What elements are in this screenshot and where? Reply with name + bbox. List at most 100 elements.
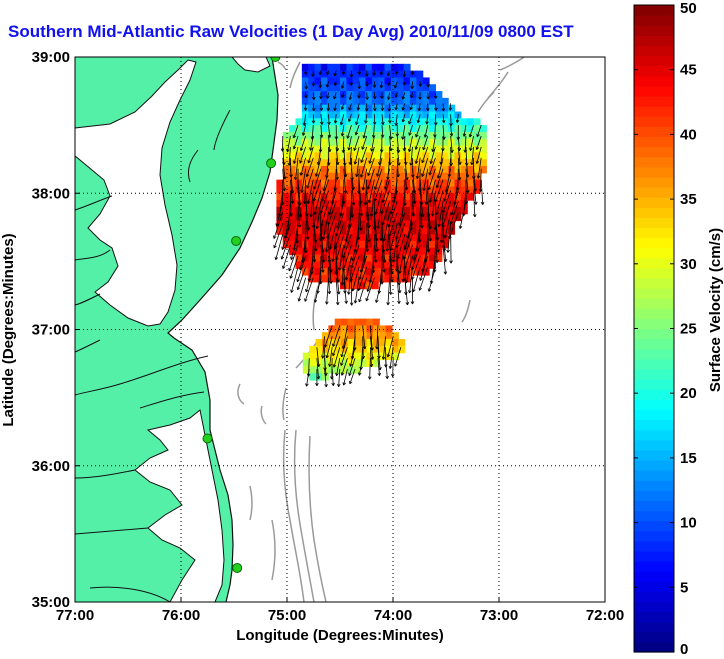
velocity-arrow-head	[373, 108, 376, 111]
velocity-arrow-head	[304, 95, 307, 99]
velocity-arrow	[341, 336, 348, 358]
velocity-arrow-head	[355, 132, 359, 136]
velocity-cell	[301, 138, 309, 147]
velocity-arrow-head	[375, 299, 377, 303]
velocity-cell	[365, 240, 373, 249]
velocity-arrow	[348, 103, 352, 111]
velocity-arrow-head	[300, 172, 304, 176]
velocity-arrow-head	[444, 189, 447, 193]
velocity-cell	[422, 206, 430, 215]
velocity-cell	[314, 268, 322, 276]
velocity-cell	[365, 111, 373, 119]
velocity-arrow	[399, 244, 406, 274]
velocity-arrow-head	[359, 86, 362, 90]
velocity-arrow	[473, 168, 476, 192]
velocity-cell	[302, 359, 310, 367]
velocity-arrow-head	[330, 280, 333, 284]
velocity-arrow-head	[366, 83, 369, 87]
velocity-cell	[327, 77, 335, 85]
velocity-cell	[359, 97, 367, 106]
velocity-arrow	[469, 135, 474, 151]
velocity-arrow-head	[322, 269, 325, 273]
velocity-arrow	[389, 125, 392, 140]
velocity-arrow-head	[443, 108, 446, 112]
velocity-cell	[467, 125, 475, 133]
velocity-cell	[416, 77, 424, 85]
velocity-arrow	[364, 179, 368, 206]
velocity-cell	[390, 220, 398, 228]
velocity-arrow	[335, 255, 339, 283]
velocity-arrow-head	[419, 239, 422, 243]
velocity-cell	[327, 193, 335, 201]
velocity-arrow-head	[358, 95, 361, 99]
velocity-arrow	[343, 146, 346, 166]
colorbar-block	[634, 439, 674, 451]
velocity-arrow	[331, 179, 337, 205]
velocity-cell	[454, 200, 462, 208]
velocity-cell	[340, 281, 347, 290]
velocity-cell	[340, 91, 347, 99]
velocity-arrow	[326, 277, 329, 305]
velocity-arrow-head	[343, 245, 347, 249]
velocity-cell	[320, 220, 328, 228]
velocity-arrow	[354, 277, 360, 304]
velocity-arrow	[341, 81, 345, 89]
velocity-arrow	[319, 212, 322, 241]
velocity-cell	[340, 84, 347, 92]
velocity-arrow-head	[308, 227, 311, 231]
velocity-arrow	[334, 70, 337, 77]
velocity-cell	[378, 234, 386, 242]
velocity-arrow	[424, 125, 429, 138]
velocity-arrow	[284, 212, 291, 239]
velocity-arrow-head	[426, 96, 429, 100]
velocity-arrow-head	[283, 187, 286, 192]
velocity-cell	[479, 159, 487, 167]
velocity-arrow-head	[380, 95, 383, 99]
velocity-cell	[333, 234, 341, 242]
velocity-arrow-head	[351, 258, 355, 262]
velocity-cell	[359, 281, 367, 290]
velocity-arrow-head	[366, 288, 368, 292]
velocity-cell	[320, 145, 328, 153]
velocity-cell	[328, 332, 336, 340]
velocity-arrow-head	[311, 83, 314, 87]
velocity-arrow-head	[477, 175, 481, 179]
velocity-cell	[340, 63, 347, 72]
velocity-arrow-head	[281, 256, 285, 260]
velocity-arrow-head	[390, 136, 393, 140]
colorbar-block	[634, 166, 674, 178]
velocity-cell	[435, 131, 443, 140]
velocity-cell	[346, 186, 354, 194]
velocity-arrow-head	[374, 211, 376, 215]
velocity-cell	[422, 166, 430, 174]
velocity-arrow	[404, 244, 413, 269]
velocity-arrow-head	[332, 382, 335, 386]
velocity-arrow	[408, 114, 413, 125]
velocity-cell	[352, 63, 360, 72]
velocity-cell	[390, 104, 398, 113]
velocity-arrow-head	[389, 120, 392, 124]
velocity-arrow-head	[351, 302, 354, 306]
velocity-arrow-head	[305, 288, 307, 293]
velocity-arrow-head	[394, 94, 397, 98]
velocity-cell	[397, 152, 405, 160]
velocity-arrow-head	[367, 239, 370, 243]
velocity-cell	[435, 145, 443, 153]
velocity-arrow-head	[407, 148, 410, 152]
velocity-cell	[441, 111, 449, 119]
velocity-arrow-head	[313, 198, 317, 202]
velocity-cell	[308, 193, 316, 201]
velocity-cell	[403, 118, 411, 126]
velocity-arrow	[332, 234, 337, 262]
velocity-cell	[390, 125, 398, 133]
velocity-arrow	[308, 255, 314, 282]
velocity-cell	[397, 213, 405, 222]
velocity-cell	[448, 111, 456, 119]
velocity-arrow-head	[363, 135, 366, 139]
velocity-arrow-head	[394, 363, 396, 367]
velocity-arrow	[421, 157, 429, 177]
velocity-arrow-head	[344, 162, 347, 166]
velocity-arrow-head	[402, 147, 405, 152]
velocity-arrow-head	[467, 190, 470, 194]
